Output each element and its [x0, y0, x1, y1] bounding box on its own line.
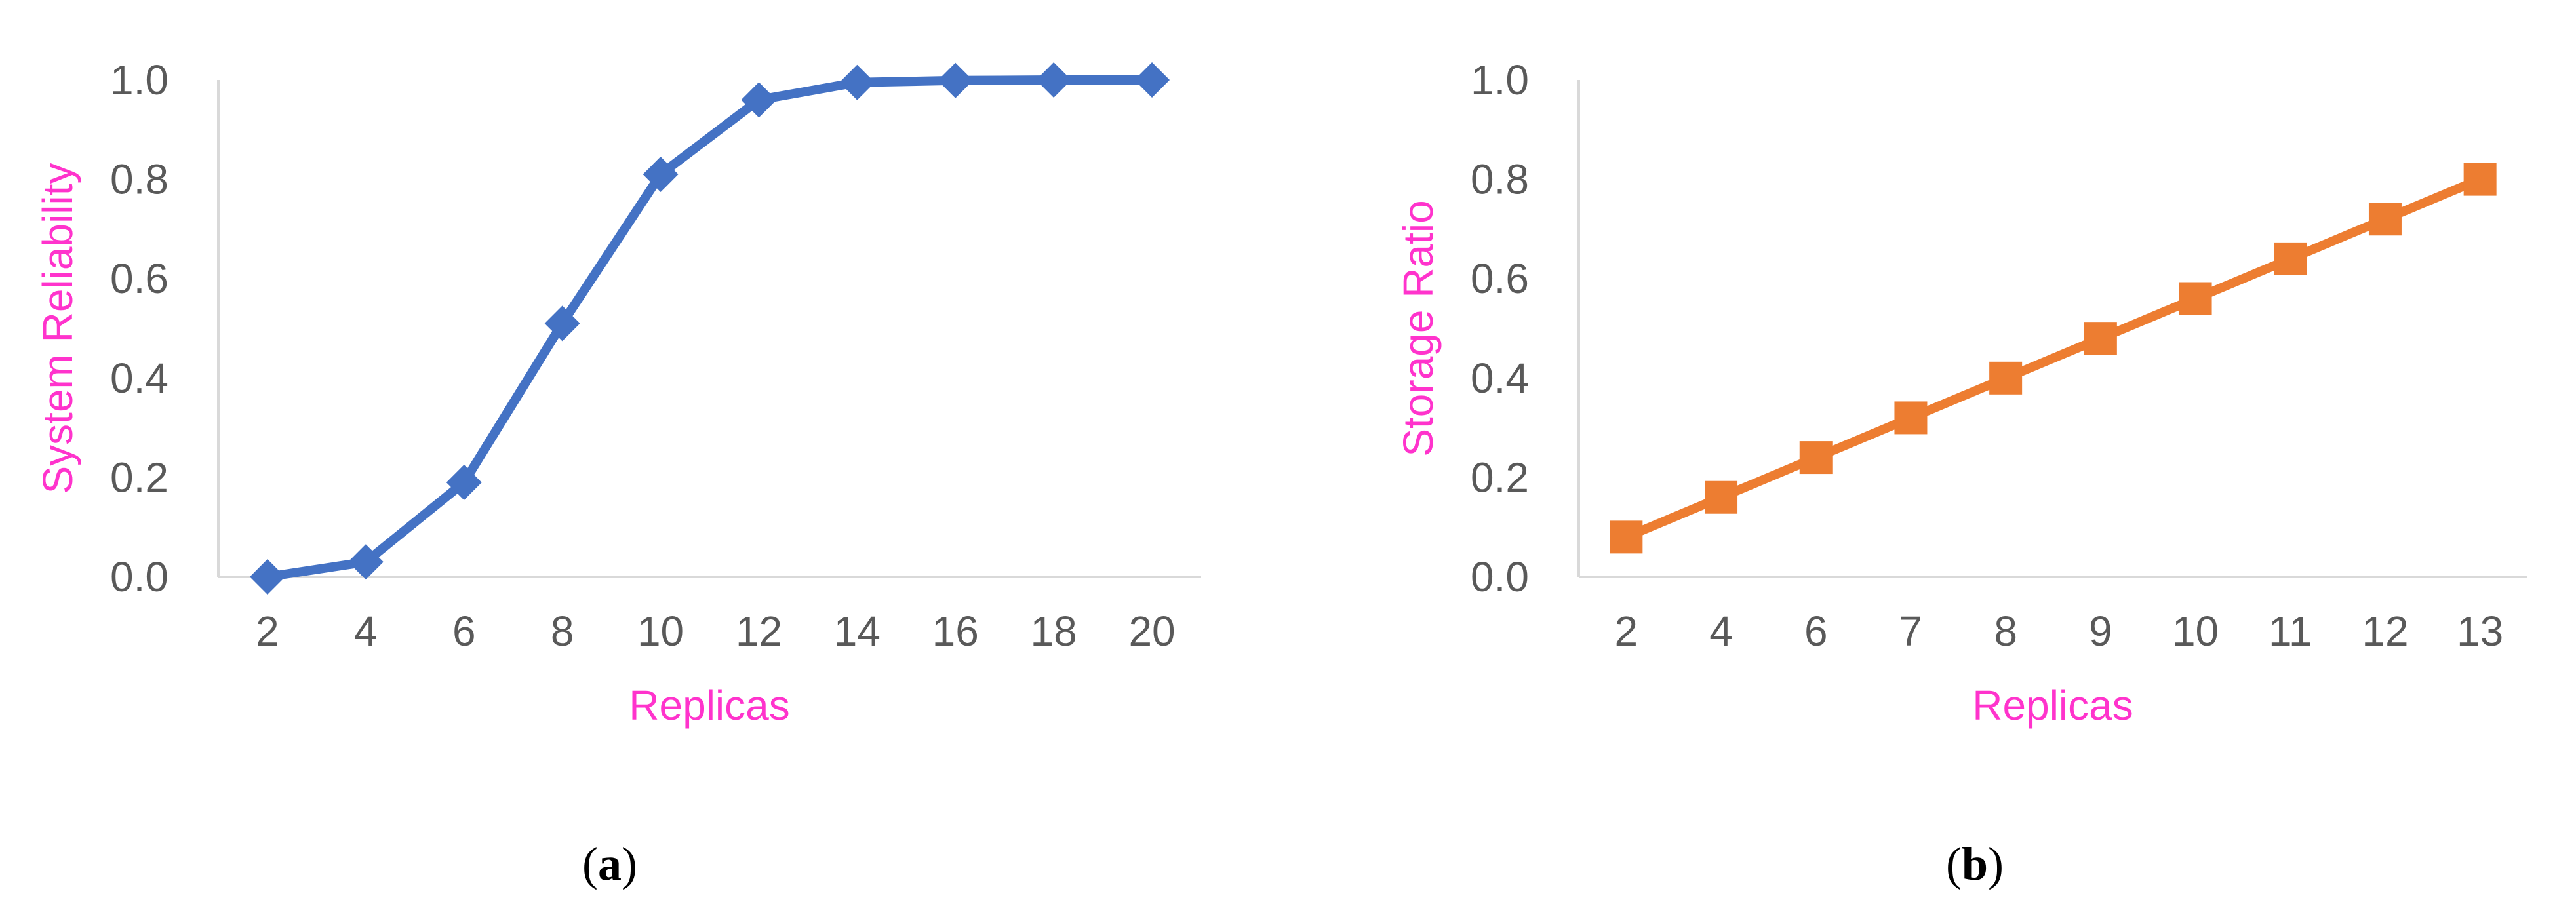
data-point-diamond [643, 157, 679, 193]
data-point-diamond [1134, 62, 1170, 98]
data-point-square [2463, 163, 2497, 196]
data-point-diamond [544, 305, 580, 342]
y-axis-title-a: System Reliability [34, 163, 81, 494]
y-tick-label: 0.2 [1471, 454, 1529, 501]
data-point-square [1989, 361, 2023, 395]
x-tick-label: 8 [1994, 608, 2017, 655]
x-tick-label: 4 [1709, 608, 1733, 655]
series-line [1621, 174, 2485, 542]
x-tick-label: 6 [1804, 608, 1828, 655]
data-point-square [1610, 520, 1643, 554]
data-point-square [2274, 242, 2307, 275]
y-tick-label: 0.0 [110, 553, 168, 600]
y-tick-label: 0.6 [1471, 255, 1529, 302]
y-tick-label: 1.0 [110, 56, 168, 104]
series-a [249, 62, 1170, 595]
panel-label-b-letter: b [1962, 838, 1988, 890]
x-axis-title-b: Replicas [1972, 682, 2133, 729]
x-tick-label: 4 [354, 608, 378, 655]
data-point-diamond [347, 544, 384, 580]
x-tick-label: 12 [736, 608, 782, 655]
data-point-diamond [741, 82, 777, 118]
data-point-square [2179, 282, 2212, 315]
x-tick-label: 11 [2269, 608, 2312, 655]
x-tick-label: 9 [2089, 608, 2112, 655]
y-axis-title-b: Storage Ratio [1395, 200, 1442, 456]
series-line [262, 75, 1157, 581]
data-point-square [2084, 322, 2117, 355]
panel-label-a-letter: a [598, 838, 622, 890]
panel-label-a: (a) [582, 838, 637, 890]
x-tick-labels-a: 2 4 6 8 10 12 14 16 18 20 [256, 608, 1175, 655]
y-tick-label: 0.0 [1471, 553, 1529, 600]
x-tick-label: 2 [256, 608, 279, 655]
x-tick-label: 2 [1615, 608, 1638, 655]
y-tick-labels-a: 0.0 0.2 0.4 0.6 0.8 1.0 [110, 56, 168, 600]
x-tick-labels-b: 2 4 6 7 8 9 10 11 12 13 [1615, 608, 2504, 655]
x-tick-label: 16 [932, 608, 979, 655]
y-tick-label: 0.2 [110, 454, 168, 501]
data-point-square [1799, 441, 1833, 475]
y-tick-label: 0.8 [110, 156, 168, 203]
data-point-diamond [249, 559, 285, 595]
y-tick-label: 0.4 [1471, 355, 1529, 402]
data-point-diamond [839, 64, 875, 100]
x-tick-label: 12 [2362, 608, 2408, 655]
x-tick-label: 6 [452, 608, 476, 655]
x-tick-label: 10 [2172, 608, 2219, 655]
panel-label-b: (b) [1946, 838, 2004, 890]
x-axis-title-a: Replicas [629, 682, 789, 729]
y-tick-label: 0.6 [110, 255, 168, 302]
y-tick-label: 0.4 [110, 355, 168, 402]
data-point-square [2368, 203, 2402, 236]
x-tick-label: 8 [551, 608, 574, 655]
x-tick-label: 20 [1128, 608, 1175, 655]
chart-panel-a: 0.0 0.2 0.4 0.6 0.8 1.0 2 4 6 8 10 12 14 16 18 20 Repl… [34, 56, 1201, 890]
data-point-diamond [446, 464, 482, 500]
x-tick-label: 14 [834, 608, 881, 655]
data-point-diamond [938, 62, 974, 98]
x-tick-label: 10 [637, 608, 684, 655]
x-tick-label: 18 [1031, 608, 1077, 655]
y-tick-label: 0.8 [1471, 156, 1529, 203]
y-tick-labels-b: 0.0 0.2 0.4 0.6 0.8 1.0 [1471, 56, 1529, 600]
data-point-square [1705, 480, 1738, 514]
y-tick-label: 1.0 [1471, 56, 1529, 104]
data-point-diamond [1036, 62, 1072, 98]
data-point-square [1894, 401, 1928, 435]
x-tick-label: 7 [1899, 608, 1923, 655]
x-tick-label: 13 [2457, 608, 2503, 655]
chart-panel-b: 0.0 0.2 0.4 0.6 0.8 1.0 2 4 6 7 8 9 10 11 12 13 Replic… [1395, 56, 2527, 890]
series-b [1610, 163, 2497, 554]
